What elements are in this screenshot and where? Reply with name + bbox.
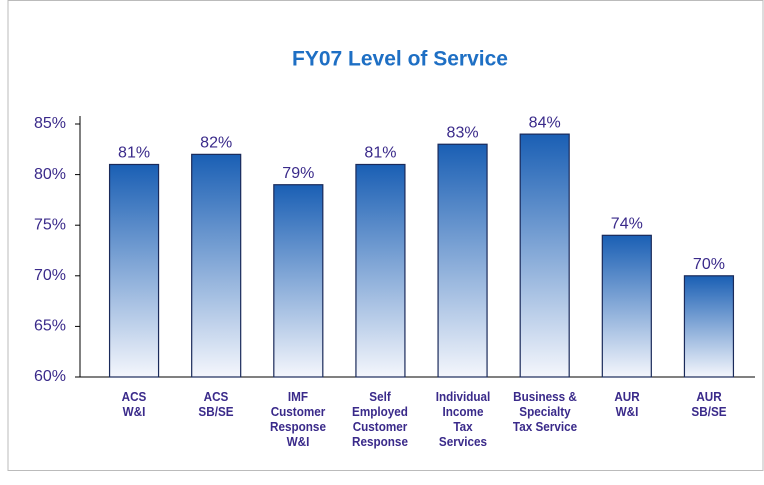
x-tick-label: ACS SB/SE (198, 389, 234, 419)
bar (519, 133, 570, 378)
x-tick-label: ACS W&I (121, 389, 147, 419)
value-label: 84% (529, 114, 561, 131)
bar (191, 153, 242, 378)
value-label: 81% (364, 145, 396, 162)
x-tick-label: AUR SB/SE (691, 389, 727, 419)
chart-title: FY07 Level of Service (292, 48, 508, 71)
bar (273, 184, 324, 378)
bar (683, 275, 735, 378)
x-tick-label: AUR W&I (614, 389, 640, 419)
value-label: 74% (611, 216, 643, 233)
bar (355, 163, 406, 378)
value-label: 70% (693, 256, 725, 273)
bar (108, 163, 160, 378)
y-tick-label: 80% (34, 166, 66, 183)
y-tick-label: 75% (34, 216, 66, 233)
value-label: 81% (118, 145, 150, 162)
value-label: 83% (447, 124, 479, 141)
x-tick-label: IMF Customer Response W&I (270, 389, 327, 449)
y-tick-label: 60% (34, 368, 66, 385)
y-tick-label: 70% (34, 267, 66, 284)
bar (437, 143, 488, 378)
x-tick-label: Business & Specialty Tax Service (512, 389, 577, 434)
value-label: 79% (282, 165, 314, 182)
y-tick-label: 85% (34, 115, 66, 132)
x-tick-label: Individual Income Tax Services (435, 389, 490, 449)
x-tick-label: Self Employed Customer Response (352, 389, 409, 449)
frame (7, 0, 764, 471)
bar (601, 234, 652, 378)
value-label: 82% (200, 135, 232, 152)
y-tick-label: 65% (34, 318, 66, 335)
